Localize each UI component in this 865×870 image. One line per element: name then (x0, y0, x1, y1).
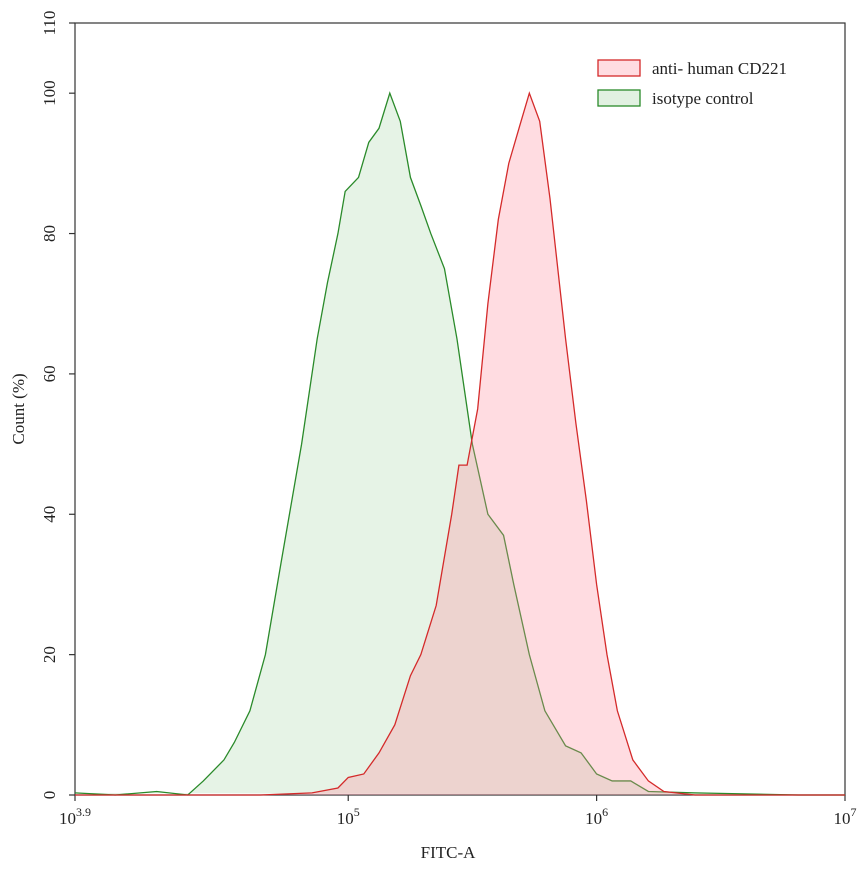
x-tick-base: 10 (585, 809, 602, 828)
histogram-curve (74, 91, 845, 796)
x-tick-base: 10 (59, 809, 76, 828)
x-tick-label: 107 (834, 805, 857, 828)
y-tick-label: 20 (40, 646, 59, 663)
y-tick-label: 60 (40, 365, 59, 382)
x-tick-exponent: 6 (602, 805, 608, 819)
y-axis-title: Count (%) (9, 373, 28, 444)
x-tick-label: 103.9 (59, 805, 91, 828)
x-axis-title: FITC-A (421, 843, 477, 862)
legend-swatch (597, 89, 641, 107)
x-tick-exponent: 3.9 (76, 805, 91, 819)
y-tick-label: 0 (40, 791, 59, 800)
y-tick-label: 80 (40, 225, 59, 242)
x-tick-exponent: 7 (851, 805, 857, 819)
x-tick-exponent: 5 (354, 805, 360, 819)
x-tick-label: 106 (585, 805, 608, 828)
x-tick-base: 10 (337, 809, 354, 828)
x-tick-base: 10 (834, 809, 851, 828)
y-tick-label: 100 (40, 80, 59, 106)
legend-swatch (597, 59, 641, 77)
x-tick-label: 105 (337, 805, 360, 828)
y-tick-label: 110 (40, 11, 59, 36)
plot-frame (74, 22, 846, 796)
legend-label: isotype control (652, 89, 754, 108)
y-tick-label: 40 (40, 506, 59, 523)
histogram-curve (75, 91, 845, 796)
legend-label: anti- human CD221 (652, 59, 787, 78)
